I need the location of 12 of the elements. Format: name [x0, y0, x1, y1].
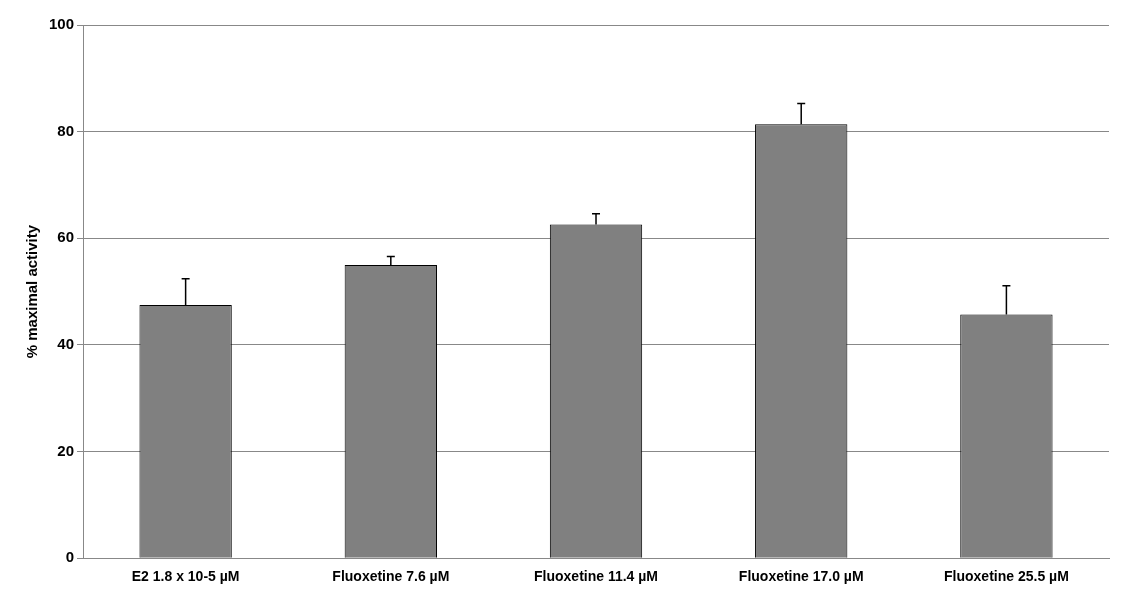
y-tick-label: 20	[57, 441, 75, 459]
x-tick-label: Fluoxetine 7.6 µM	[332, 568, 450, 585]
y-tick-label: 40	[57, 335, 75, 353]
x-tick-label: E2 1.8 x 10-5 µM	[131, 568, 240, 585]
x-tick-label: Fluoxetine 17.0 µM	[738, 568, 864, 585]
y-tick-label: 60	[57, 228, 75, 246]
y-tick-label: 0	[65, 548, 75, 566]
x-tick-label: Fluoxetine 11.4 µM	[534, 568, 659, 585]
x-tick-label: Fluoxetine 25.5 µM	[944, 568, 1069, 585]
y-tick-label: 100	[49, 15, 75, 33]
y-axis-title: % maximal activity	[23, 224, 41, 359]
y-tick-label: 80	[57, 121, 75, 139]
